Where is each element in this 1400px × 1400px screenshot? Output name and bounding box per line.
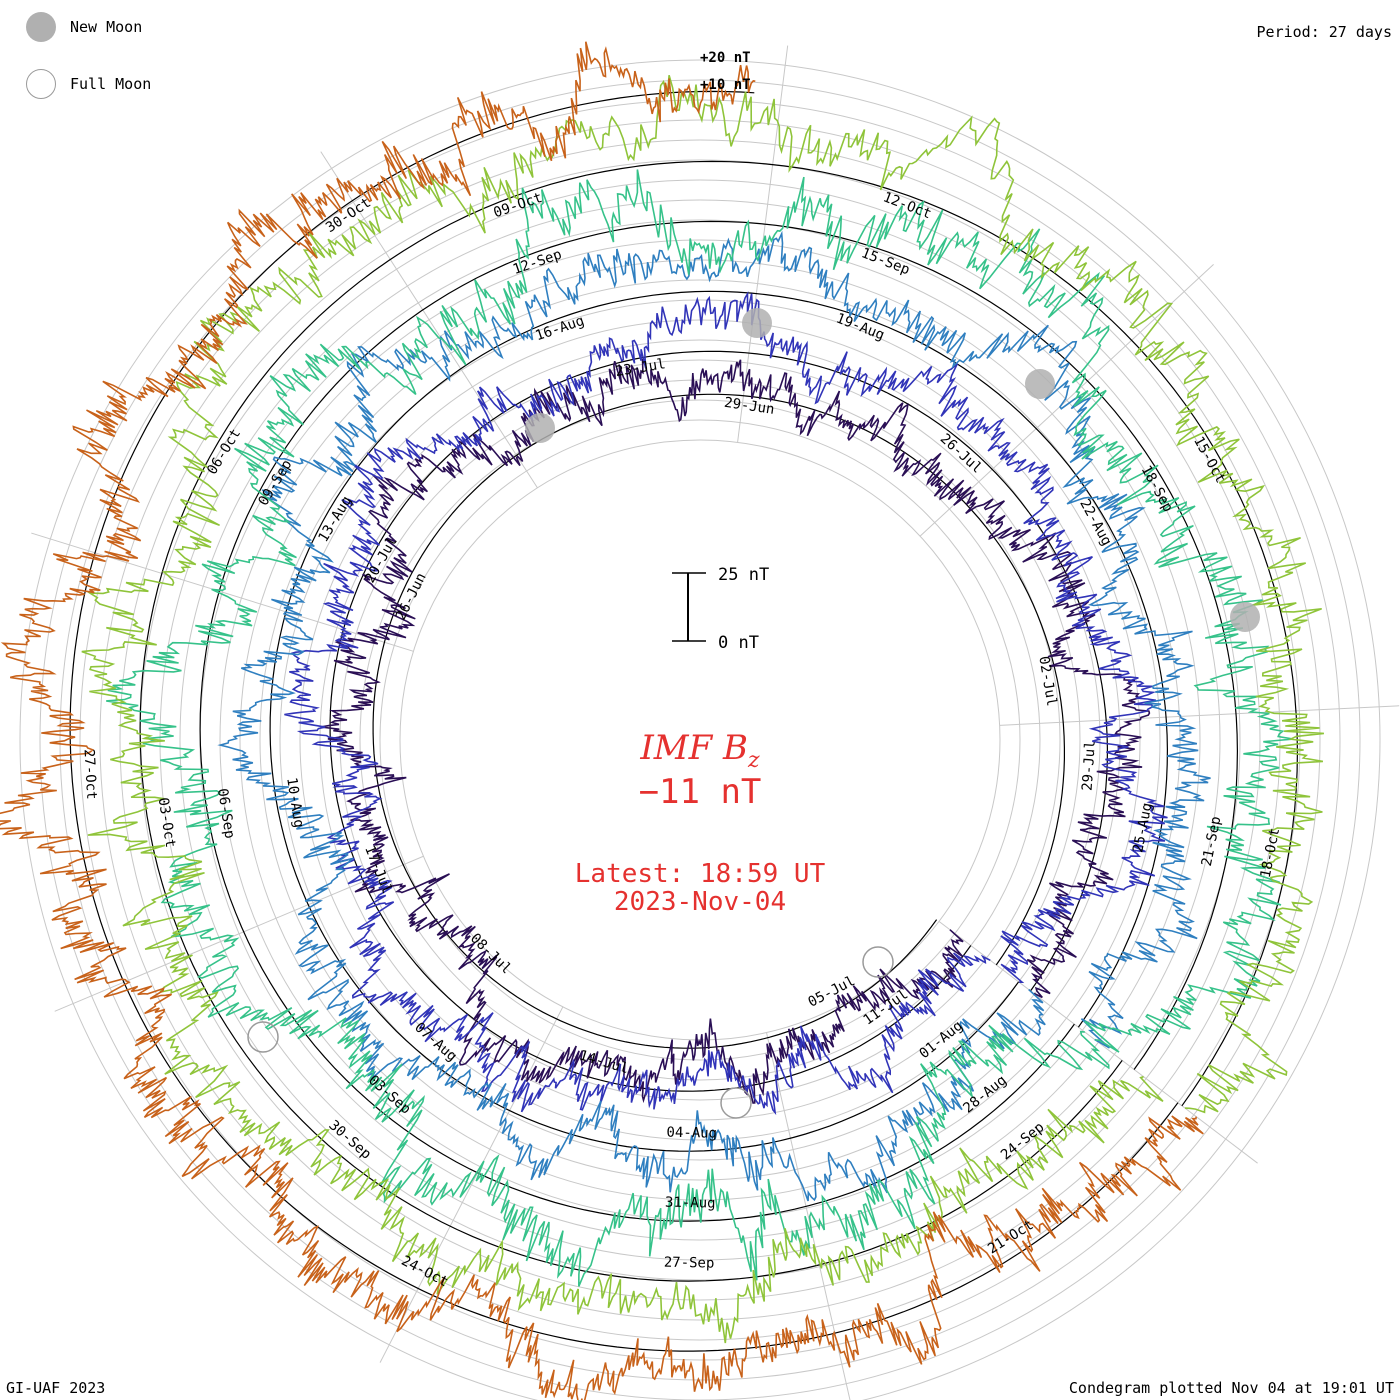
footer-credit: GI-UAF 2023 — [6, 1379, 106, 1397]
rotation-trace — [0, 41, 1204, 1400]
rotation-baseline — [199, 220, 1239, 1222]
scale-bar: 25 nT 0 nT — [672, 565, 769, 653]
scale-bar-top-label: 25 nT — [718, 565, 769, 585]
date-tick-label: 06-Sep — [214, 787, 238, 839]
date-tick-label: 08-Jul — [467, 930, 514, 977]
rotation-trace — [320, 358, 1151, 1104]
current-value: −11 nT — [638, 772, 762, 812]
grid-spoke — [320, 151, 538, 489]
date-tick-label: 28-Aug — [960, 1072, 1009, 1116]
grid-circle — [79, 119, 1321, 1361]
parameter-title-main: IMF B — [640, 728, 749, 768]
date-tick-label: 03-Oct — [155, 796, 179, 848]
date-tick-label: 29-Jun — [723, 395, 775, 418]
latest-date: 2023-Nov-04 — [613, 887, 787, 917]
grid-circle — [19, 59, 1381, 1400]
date-tick-label: 04-Aug — [666, 1125, 717, 1142]
grid-circle — [39, 79, 1361, 1400]
grid-circle — [299, 339, 1101, 1141]
date-tick-label: 12-Oct — [881, 189, 934, 222]
grid-spoke — [919, 263, 1214, 537]
grid-circle — [399, 439, 1001, 1041]
new-moon-label: New Moon — [70, 18, 143, 36]
legend-full-moon: Full Moon — [26, 69, 151, 99]
grid-circle — [359, 399, 1041, 1081]
rotation-baseline — [69, 90, 1179, 1352]
rotation-trace — [106, 169, 1294, 1287]
date-tick-label: 27-Sep — [664, 1255, 715, 1272]
grid-circle — [179, 219, 1221, 1261]
full-moon-marker — [720, 1087, 752, 1119]
parameter-title-sub: z — [748, 747, 760, 773]
date-tick-label: 31-Aug — [665, 1195, 716, 1212]
date-tick-label: 15-Sep — [859, 245, 912, 278]
rotation-trace — [284, 291, 1168, 1116]
top-scale-label-20: +20 nT — [700, 50, 751, 66]
rotation-trace — [81, 74, 1324, 1344]
footer-plot-time: Condegram plotted Nov 04 at 19:01 UT — [1068, 1379, 1394, 1397]
date-tick-label: 13-Aug — [315, 493, 355, 545]
new-moon-marker — [742, 308, 772, 338]
grid-spoke — [999, 705, 1400, 726]
new-moon-marker — [1230, 602, 1260, 632]
date-tick-label: 23-Jul — [614, 356, 666, 380]
grid-spoke — [765, 1032, 851, 1400]
new-moon-marker — [1025, 369, 1055, 399]
full-moon-marker — [247, 1021, 279, 1053]
grid-circle — [319, 359, 1081, 1121]
grid-circle — [259, 299, 1141, 1181]
full-moon-label: Full Moon — [70, 75, 152, 93]
full-moon-marker — [862, 946, 894, 978]
rotation-baseline — [139, 160, 1299, 1282]
rotation-baseline — [329, 350, 1109, 1092]
new-moon-marker — [525, 413, 555, 443]
date-tick-label: 18-Sep — [1138, 463, 1176, 515]
top-scale-label-10: +10 nT — [700, 77, 751, 93]
date-tick-label: 27-Oct — [80, 749, 99, 800]
date-tick-label: 24-Oct — [399, 1253, 451, 1290]
date-tick-label: 05-Jul — [806, 973, 858, 1011]
date-tick-label: 29-Jul — [1080, 740, 1099, 792]
legend-new-moon: New Moon — [26, 12, 142, 42]
moon-marker-layer — [247, 308, 1260, 1119]
rotation-trace — [217, 230, 1211, 1202]
latest-timestamp: Latest: 18:59 UT 2023-Nov-04 — [0, 860, 1400, 916]
grid-spoke — [379, 1006, 564, 1363]
scale-bar-bottom-label: 0 nT — [718, 633, 759, 653]
grid-circle — [379, 419, 1021, 1061]
grid-spoke — [54, 855, 424, 1012]
date-tick-label: 14-Jul — [577, 1047, 630, 1077]
date-tick-label: 10-Aug — [283, 776, 307, 828]
period-label: Period: 27 days — [1256, 23, 1392, 41]
date-tick-label: 26-Jun — [393, 571, 430, 623]
trace-layer — [0, 41, 1324, 1400]
new-moon-icon — [26, 12, 56, 42]
date-tick-label: 02-Jul — [1035, 655, 1059, 708]
latest-time: Latest: 18:59 UT — [574, 859, 826, 889]
full-moon-icon — [26, 69, 56, 99]
date-tick-label: 26-Jul — [937, 431, 985, 477]
parameter-title: IMF Bz — [0, 728, 1400, 773]
grid-circle — [59, 99, 1341, 1381]
grid-circle — [239, 279, 1161, 1201]
rotation-baseline — [372, 393, 1065, 1049]
